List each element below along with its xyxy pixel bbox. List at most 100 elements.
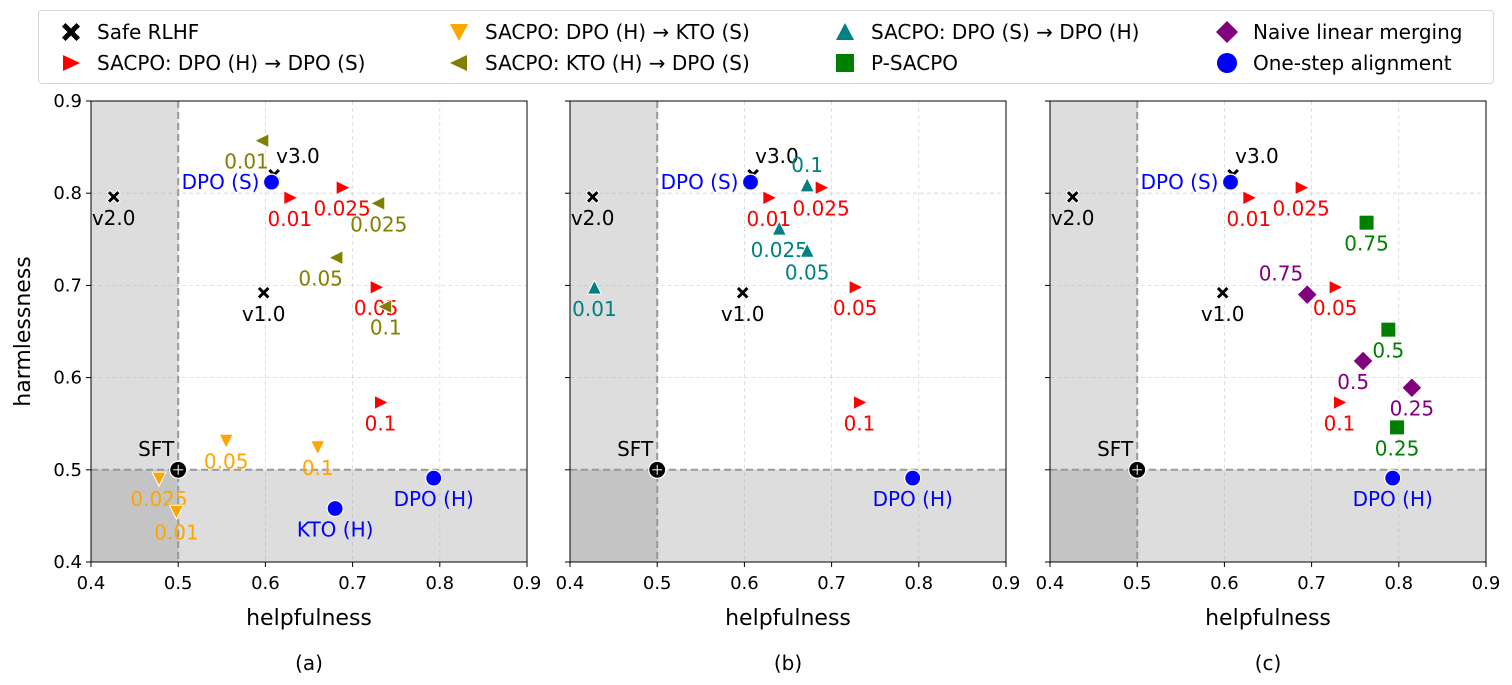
point-one-step-alignment-dpo-h (425, 469, 443, 487)
point-label: DPO (S) (182, 170, 260, 194)
series-p-sacpo: 0.75 0.5 0.25 (1344, 214, 1420, 460)
y-tick-label: 0.5 (53, 460, 82, 481)
point-label: 0.75 (1344, 232, 1389, 256)
triangle-up-icon (833, 20, 857, 44)
x-tick-label: 0.8 (425, 573, 454, 594)
x-axis-label: helpfulness (725, 606, 851, 631)
shaded-region-left (1050, 101, 1138, 562)
square-icon (833, 51, 857, 75)
point-label: 0.1 (302, 456, 334, 480)
point-naive-linear-merging-0-25 (1401, 377, 1423, 399)
legend-item-p-sacpo: P-SACPO (833, 49, 958, 77)
point-label: 0.05 (298, 267, 343, 291)
legend-label: SACPO: DPO (S) → DPO (H) (871, 20, 1140, 44)
point-safe-rlhf-v1-0 (256, 285, 271, 300)
point-one-step-alignment-dpo-s (1221, 173, 1240, 191)
panel-caption: (b) (774, 651, 802, 675)
legend-item-sacpo-dpo-h-kto-s: SACPO: DPO (H) → KTO (S) (447, 18, 750, 46)
series-sacpo-dpo-h-dpo-s: 0.01 0.025 0.05 0.1 (268, 179, 398, 435)
legend-label: P-SACPO (871, 51, 959, 75)
point-p-sacpo-0-25 (1389, 419, 1406, 436)
legend-label: SACPO: DPO (H) → KTO (S) (485, 20, 750, 44)
point-label: 0.1 (365, 411, 397, 435)
point-label: DPO (H) (873, 487, 953, 511)
y-tick-label: 0.8 (53, 183, 82, 204)
point-safe-rlhf-v1-0 (1215, 285, 1230, 300)
point-sacpo-dpo-h-dpo-s-0-05 (848, 279, 865, 296)
point-sacpo-dpo-h-dpo-s-0-1 (374, 394, 390, 411)
point-label: 0.01 (572, 297, 617, 321)
x-tick-label: 0.8 (1384, 573, 1413, 594)
point-safe-rlhf-v1-0 (735, 285, 750, 300)
point-sacpo-kto-h-dpo-s-0-05 (327, 249, 344, 266)
point-sacpo-dpo-h-dpo-s-0-05 (369, 279, 386, 296)
x-tick-label: 0.7 (338, 573, 367, 594)
point-sacpo-kto-h-dpo-s-0-1 (376, 298, 393, 315)
point-label: 0.01 (154, 520, 199, 544)
point-one-step-alignment-dpo-s (741, 173, 760, 191)
point-sacpo-dpo-h-dpo-s-0-01 (762, 190, 778, 206)
point-sacpo-dpo-h-kto-s-0-025 (151, 471, 167, 488)
x-tick-label: 0.8 (904, 573, 933, 594)
point-label: 0.025 (1273, 197, 1330, 221)
point-label: 0.05 (1313, 296, 1358, 320)
x-axis-label: helpfulness (246, 606, 372, 631)
y-tick-label: 0.6 (53, 368, 82, 389)
point-label: SFT (138, 437, 175, 461)
point-label: 0.025 (314, 197, 371, 221)
legend-label: SACPO: DPO (H) → DPO (S) (97, 51, 366, 75)
series-safe-rlhf: v2.0 v3.0 v1.0 (571, 144, 799, 326)
point-naive-linear-merging-0-75 (1296, 283, 1318, 306)
point-sacpo-dpo-s-dpo-h-0-1 (799, 176, 815, 193)
shaded-region-left (91, 101, 179, 562)
point-label: 0.05 (833, 296, 878, 320)
point-label: v1.0 (721, 302, 765, 326)
point-label: DPO (H) (394, 487, 474, 511)
diamond-icon (1215, 20, 1239, 44)
panel-caption: (a) (295, 651, 323, 675)
legend-label: One-step alignment (1253, 51, 1452, 75)
point-label: 0.5 (1337, 370, 1369, 394)
point-sacpo-dpo-h-dpo-s-0-1 (853, 394, 869, 411)
point-label: 0.025 (350, 212, 407, 236)
series-naive-linear-merging: 0.75 0.5 0.25 (1259, 262, 1434, 421)
legend-item-naive-linear-merging: Naive linear merging (1215, 18, 1462, 46)
point-sacpo-kto-h-dpo-s-0-01 (253, 132, 270, 149)
point-sacpo-dpo-h-dpo-s-0-025 (1294, 179, 1311, 196)
legend-label: SACPO: KTO (H) → DPO (S) (485, 51, 750, 75)
point-label: 0.25 (1375, 436, 1420, 460)
legend-item-safe-rlhf: Safe RLHF (59, 18, 199, 46)
point-p-sacpo-0-75 (1358, 214, 1375, 231)
x-tick-label: 0.6 (1210, 573, 1239, 594)
point-label: 0.05 (785, 260, 830, 284)
point-label: 0.01 (224, 150, 269, 174)
point-sacpo-dpo-h-dpo-s-0-01 (283, 190, 299, 206)
y-tick-label: 0.9 (53, 91, 82, 112)
point-label: v1.0 (1201, 302, 1245, 326)
point-label: v1.0 (242, 302, 286, 326)
plot-frame (1049, 100, 1487, 563)
triangle-down-icon (447, 20, 471, 44)
series-one-step-alignment: DPO (S) DPO (H) (1141, 170, 1433, 511)
point-label: v3.0 (755, 144, 799, 168)
x-tick-label: 0.7 (817, 573, 846, 594)
shaded-region-bottom (91, 469, 527, 562)
y-tick-label: 0.7 (53, 275, 82, 296)
point-label: v2.0 (1051, 206, 1095, 230)
panel-caption: (c) (1255, 651, 1282, 675)
legend-label: Naive linear merging (1253, 20, 1463, 44)
series-safe-rlhf: v2.0 v3.0 v1.0 (92, 144, 320, 326)
point-label: 0.5 (1372, 339, 1404, 363)
series-one-step-alignment: DPO (S) DPO (H) KTO (H) (182, 170, 474, 541)
point-label: 0.05 (204, 449, 249, 473)
series-sft: SFT (617, 437, 667, 479)
legend-label: Safe RLHF (97, 20, 200, 44)
point-sacpo-dpo-h-dpo-s-0-025 (335, 179, 352, 196)
x-tick-label: 0.4 (77, 573, 106, 594)
point-label: KTO (H) (297, 518, 374, 542)
point-label: 0.01 (1227, 207, 1272, 231)
legend-item-sacpo-dpo-h-dpo-s: SACPO: DPO (H) → DPO (S) (59, 49, 365, 77)
